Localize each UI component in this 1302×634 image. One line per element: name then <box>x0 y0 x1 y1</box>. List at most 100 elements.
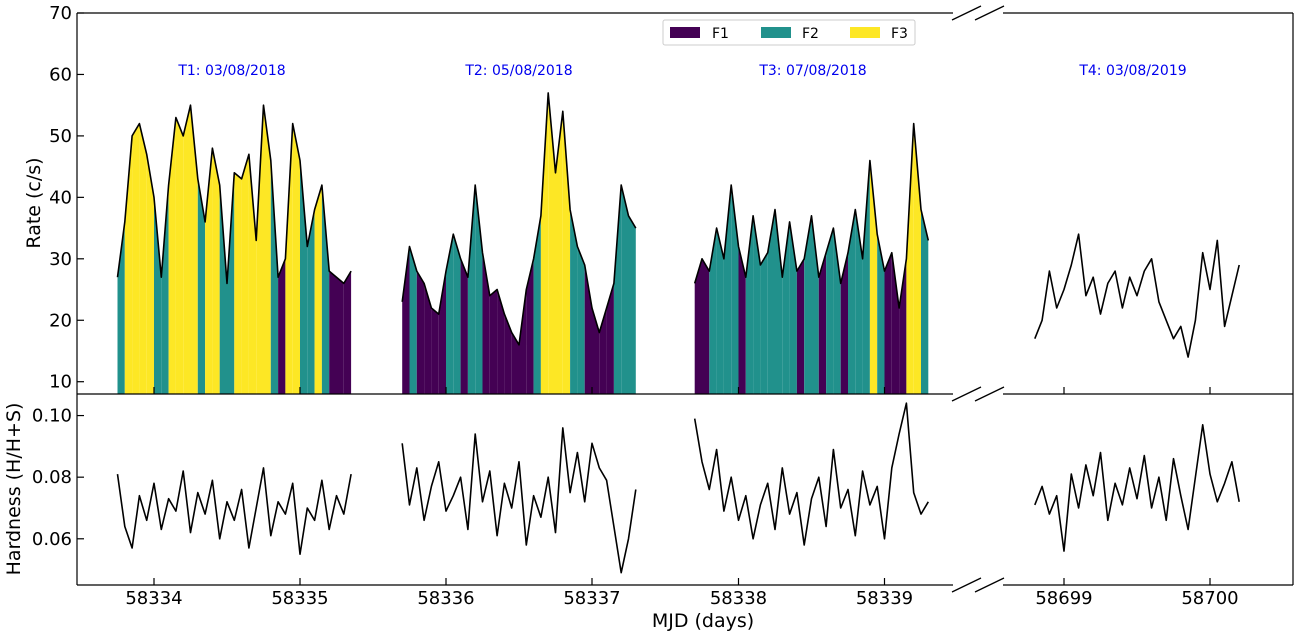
epoch-label-4: T4: 03/08/2019 <box>1078 63 1186 79</box>
flare-fill-bar <box>628 215 636 394</box>
flare-fill-bar <box>416 271 425 394</box>
flare-fill-bar <box>263 105 271 394</box>
flare-fill-bar <box>146 154 154 394</box>
flare-fill-bar <box>161 185 169 394</box>
rate-y-tick-label: 50 <box>49 126 72 147</box>
flare-fill-bar <box>694 258 702 394</box>
hardness-series-line-3 <box>693 402 929 546</box>
flare-fill-bar <box>241 154 249 394</box>
flare-fill-bar <box>906 123 914 394</box>
legend-label-f1: F1 <box>712 26 729 42</box>
x-tick-label: 58339 <box>856 588 913 609</box>
flare-fill-bar <box>745 215 754 394</box>
flare-fill-bar <box>336 277 344 394</box>
flare-fill-bar <box>891 252 900 394</box>
flare-fill-bar <box>124 135 133 394</box>
flare-fill-bar <box>826 228 834 394</box>
flare-fill-bar <box>307 209 315 394</box>
y-axis-label-rate: Rate (c/s) <box>23 157 45 248</box>
flare-fill-bar <box>300 160 308 394</box>
flare-fill-bar <box>519 289 527 394</box>
x-tick-label: 58337 <box>563 588 620 609</box>
hardness-series-line-2 <box>401 427 637 574</box>
flare-fill-bar <box>862 160 870 394</box>
flare-fill-bar <box>234 172 242 394</box>
flare-fill-bar <box>738 246 746 394</box>
axis-break-mark <box>951 5 982 21</box>
flare-fill-bar <box>329 271 337 394</box>
flare-fill-bar <box>511 332 519 394</box>
flare-fill-bar <box>796 258 805 394</box>
flare-fill-bar <box>438 271 446 394</box>
flare-fill-bar <box>760 252 768 394</box>
x-tick-label: 58699 <box>1035 588 1092 609</box>
flare-fill-bar <box>613 185 622 394</box>
flare-fill-bar <box>409 246 417 394</box>
hardness-y-tick-label: 0.06 <box>32 529 72 550</box>
flare-fill-bar <box>855 209 863 394</box>
axis-break-mark <box>974 386 1005 402</box>
flare-fill-bar <box>424 283 432 394</box>
rate-series-line-2 <box>401 92 637 346</box>
hardness-curve-layer <box>116 402 1240 574</box>
flare-fill-bar <box>446 234 454 394</box>
epoch-label-2: T2: 05/08/2018 <box>464 63 572 79</box>
flare-fill-bar <box>431 307 439 394</box>
flare-fill-bar <box>248 154 257 394</box>
flare-fill-bar <box>453 234 461 394</box>
flare-fill-bar <box>592 307 600 394</box>
flare-fill-bar <box>154 197 162 394</box>
flare-fill-bar <box>775 209 783 394</box>
hardness-series-line-4 <box>1034 423 1240 552</box>
flare-fill-bar <box>227 172 235 394</box>
x-tick-label: 58700 <box>1181 588 1238 609</box>
flare-fill-bar <box>533 215 541 394</box>
flare-fill-bar <box>212 148 220 394</box>
flare-fill-bar <box>168 117 176 394</box>
flare-fill-bar <box>577 246 585 394</box>
axis-break-mark <box>951 577 982 593</box>
flare-fill-bar <box>197 178 206 394</box>
flare-fill-bar <box>504 314 512 394</box>
flare-fill-bar <box>526 258 534 394</box>
flare-fill-bar <box>278 258 286 394</box>
flare-fill-bar <box>621 185 629 394</box>
rate-panel: T1: 03/08/2018 T2: 05/08/2018 T3: 07/08/20… <box>49 3 1240 395</box>
hardness-y-tick-layer: 0.06 0.08 0.10 <box>32 406 84 550</box>
rate-series-line-1 <box>116 104 352 285</box>
hardness-panel: 0.06 0.08 0.10 <box>32 402 1240 574</box>
rate-curve-layer <box>116 92 1240 358</box>
y-axis-label-hardness: Hardness (H/H+S) <box>3 403 25 576</box>
hardness-series-line-1 <box>116 467 352 556</box>
flare-fill-bar <box>270 160 279 394</box>
flare-fill-bar <box>921 209 929 394</box>
flare-fill-bar <box>877 234 885 394</box>
flare-fill-bar <box>489 289 498 394</box>
legend-swatch-f3 <box>850 27 880 38</box>
legend-label-f3: F3 <box>891 26 908 42</box>
flare-fill-bar <box>606 283 614 394</box>
rate-series-line-4 <box>1034 233 1240 358</box>
hardness-y-tick-label: 0.10 <box>32 406 72 427</box>
flare-fill-bar <box>132 123 140 394</box>
x-axis-label: MJD (days) <box>652 610 754 632</box>
flare-fill-bar <box>562 111 571 395</box>
flare-fill-bar <box>818 252 827 394</box>
flare-fill-bar <box>723 185 732 394</box>
epoch-label-3: T3: 07/08/2018 <box>758 63 866 79</box>
x-tick-label: 58335 <box>271 588 328 609</box>
legend-swatch-f2 <box>761 27 791 38</box>
flare-fill-bar <box>840 252 848 394</box>
flare-fill-bar <box>343 271 352 394</box>
flare-fill-bar <box>702 258 710 394</box>
axis-break-mark <box>974 5 1005 21</box>
rate-y-tick-label: 30 <box>49 249 72 270</box>
rate-y-tick-label: 60 <box>49 64 72 85</box>
axis-break-mark <box>974 577 1005 593</box>
flare-fill-bar <box>848 209 856 394</box>
flare-fill-bar <box>709 228 717 394</box>
flare-fill-bar <box>285 123 293 394</box>
rate-y-tick-label: 70 <box>49 3 72 24</box>
flare-fill-bar <box>789 221 797 394</box>
